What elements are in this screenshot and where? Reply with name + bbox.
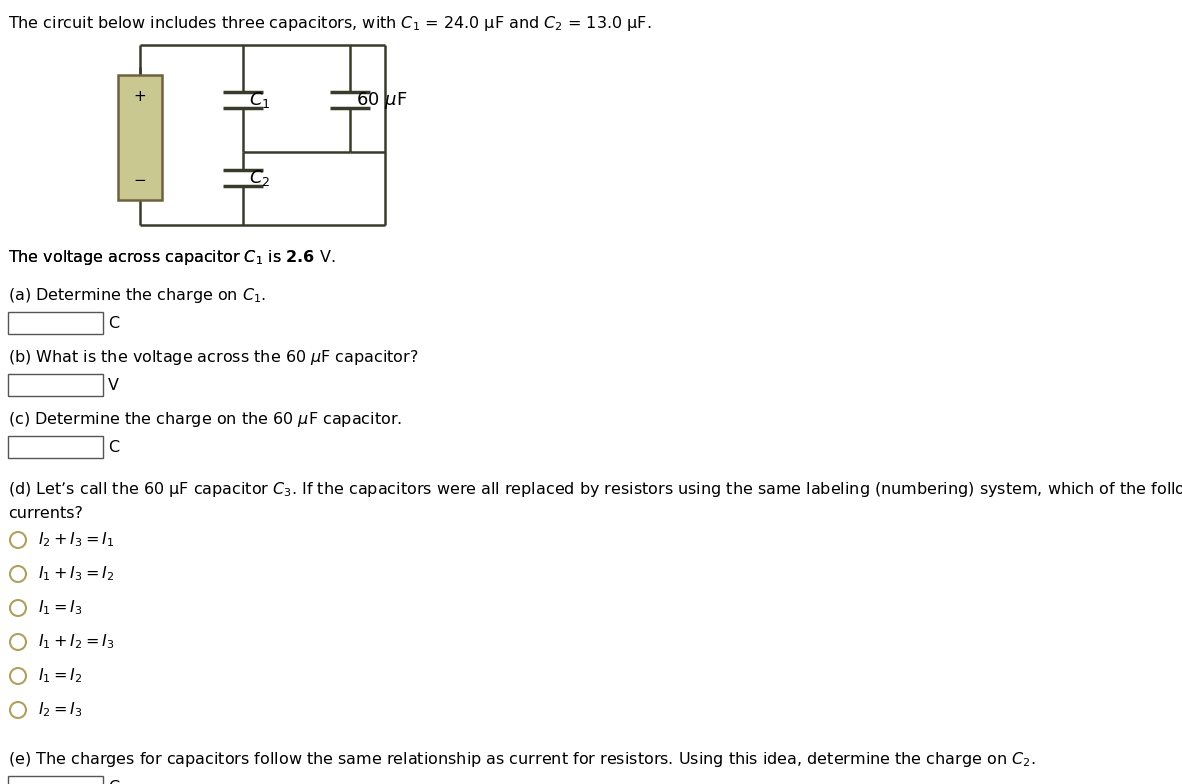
Bar — [8, 312, 103, 334]
Bar — [8, 374, 103, 396]
Text: +: + — [134, 89, 147, 104]
Text: $I_2 + I_3 = I_1$: $I_2 + I_3 = I_1$ — [38, 531, 115, 550]
Text: $C_1$: $C_1$ — [249, 90, 271, 110]
Text: $I_1 = I_2$: $I_1 = I_2$ — [38, 666, 83, 685]
Text: (b) What is the voltage across the 60 $\mu$F capacitor?: (b) What is the voltage across the 60 $\… — [8, 348, 418, 367]
Text: $C_2$: $C_2$ — [249, 168, 271, 188]
Text: (c) Determine the charge on the 60 $\mu$F capacitor.: (c) Determine the charge on the 60 $\mu$… — [8, 410, 402, 429]
Bar — [8, 776, 103, 784]
Text: The voltage across capacitor $C_1$ is $\mathbf{2.6}$ V.: The voltage across capacitor $C_1$ is $\… — [8, 248, 336, 267]
Text: $I_1 + I_2 = I_3$: $I_1 + I_2 = I_3$ — [38, 633, 115, 652]
Text: −: − — [134, 173, 147, 188]
Text: (a) Determine the charge on $C_1$.: (a) Determine the charge on $C_1$. — [8, 286, 266, 305]
Text: C: C — [108, 315, 119, 331]
Text: V: V — [108, 378, 119, 393]
FancyBboxPatch shape — [118, 75, 162, 200]
Text: $I_2 = I_3$: $I_2 = I_3$ — [38, 701, 83, 720]
Text: The circuit below includes three capacitors, with $C_1$ = 24.0 μF and $C_2$ = 13: The circuit below includes three capacit… — [8, 14, 651, 33]
Text: (e) The charges for capacitors follow the same relationship as current for resis: (e) The charges for capacitors follow th… — [8, 750, 1035, 769]
Bar — [8, 436, 103, 458]
Text: currents?: currents? — [8, 506, 83, 521]
Text: $I_1 + I_3 = I_2$: $I_1 + I_3 = I_2$ — [38, 564, 115, 583]
Text: C: C — [108, 440, 119, 455]
Text: $I_1 = I_3$: $I_1 = I_3$ — [38, 599, 83, 617]
Text: 60 $\mu$F: 60 $\mu$F — [356, 89, 408, 111]
Text: C: C — [108, 779, 119, 784]
Text: (d) Let’s call the 60 μF capacitor $C_3$. If the capacitors were all replaced by: (d) Let’s call the 60 μF capacitor $C_3$… — [8, 480, 1182, 499]
Text: The voltage across capacitor $C_1$ is: The voltage across capacitor $C_1$ is — [8, 248, 282, 267]
